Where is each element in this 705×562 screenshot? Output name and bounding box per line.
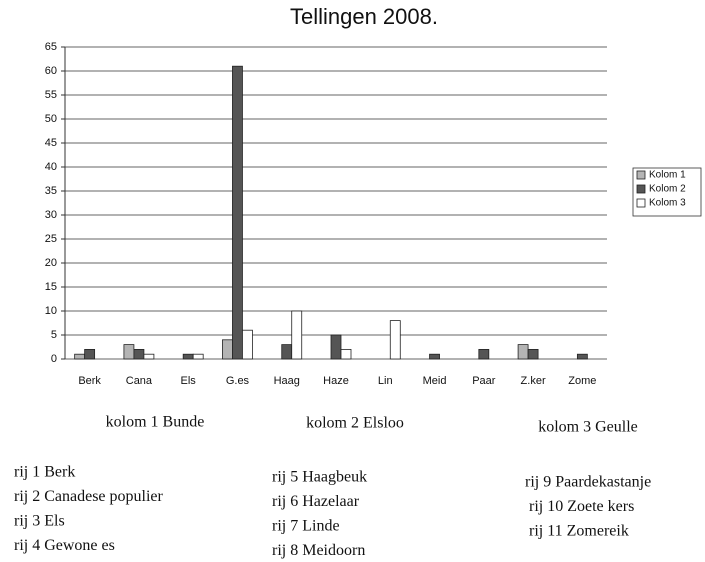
y-tick-label: 55 <box>45 89 57 101</box>
bar <box>330 334 342 360</box>
legend-label: Kolom 2 <box>649 184 686 195</box>
x-tick-label: Haag <box>274 375 300 387</box>
y-tick-label: 15 <box>45 281 57 293</box>
rij-label: rij 2 Canadese populier <box>14 488 164 505</box>
bar <box>527 348 539 360</box>
y-tick-label: 65 <box>45 41 57 53</box>
bar <box>517 344 529 360</box>
bar <box>478 348 490 360</box>
legend-label: Kolom 1 <box>649 170 686 181</box>
y-tick-label: 35 <box>45 185 57 197</box>
legend-swatch <box>636 170 646 180</box>
y-tick-label: 0 <box>51 353 57 365</box>
bar <box>242 329 253 360</box>
y-tick-label: 50 <box>45 113 57 125</box>
bar <box>123 344 135 360</box>
bar <box>576 353 588 360</box>
rij-label: rij 5 Haagbeuk <box>272 469 367 486</box>
kolom-label: kolom 1 Bunde <box>106 414 205 431</box>
x-tick-label: Cana <box>126 375 153 387</box>
bar <box>429 353 440 360</box>
bar <box>232 65 243 360</box>
bar <box>74 353 86 360</box>
x-tick-label: Paar <box>472 375 496 387</box>
y-tick-label: 5 <box>51 329 57 341</box>
bar <box>143 353 155 360</box>
rij-label: rij 8 Meidoorn <box>272 542 365 559</box>
rij-label: rij 10 Zoete kers <box>529 498 634 515</box>
rij-label: rij 6 Hazelaar <box>272 493 360 510</box>
y-tick-label: 30 <box>45 209 57 221</box>
legend-label: Kolom 3 <box>649 198 686 209</box>
bar <box>192 353 204 360</box>
x-tick-label: Zome <box>568 375 596 387</box>
x-tick-label: Lin <box>378 375 393 387</box>
rij-label: rij 1 Berk <box>14 464 75 481</box>
y-tick-label: 20 <box>45 257 57 269</box>
bar <box>389 320 401 360</box>
legend-swatch <box>636 198 646 208</box>
legend-swatch <box>636 184 646 194</box>
y-tick-label: 40 <box>45 161 57 173</box>
rij-label: rij 9 Paardekastanje <box>525 474 651 491</box>
y-tick-label: 60 <box>45 65 57 77</box>
x-tick-label: Meid <box>423 375 447 387</box>
bar <box>222 339 233 360</box>
y-tick-label: 10 <box>45 305 57 317</box>
x-tick-label: Haze <box>323 375 349 387</box>
bar <box>133 348 145 360</box>
bar <box>281 344 293 360</box>
rij-label: rij 11 Zomereik <box>529 523 629 540</box>
y-tick-label: 45 <box>45 137 57 149</box>
kolom-label: kolom 2 Elsloo <box>306 415 404 432</box>
rij-label: rij 4 Gewone es <box>14 537 115 554</box>
bar <box>340 348 352 360</box>
x-tick-label: Berk <box>78 375 101 387</box>
rij-label: rij 3 Els <box>14 513 65 530</box>
bar <box>182 353 194 360</box>
bar <box>84 348 96 360</box>
bar <box>291 310 303 360</box>
y-tick-label: 25 <box>45 233 57 245</box>
x-tick-label: Els <box>181 375 197 387</box>
rij-label: rij 7 Linde <box>272 518 340 535</box>
kolom-label: kolom 3 Geulle <box>538 419 638 436</box>
x-tick-label: G.es <box>226 375 250 387</box>
x-tick-label: Z.ker <box>521 375 546 387</box>
chart-title: Tellingen 2008. <box>290 4 438 29</box>
